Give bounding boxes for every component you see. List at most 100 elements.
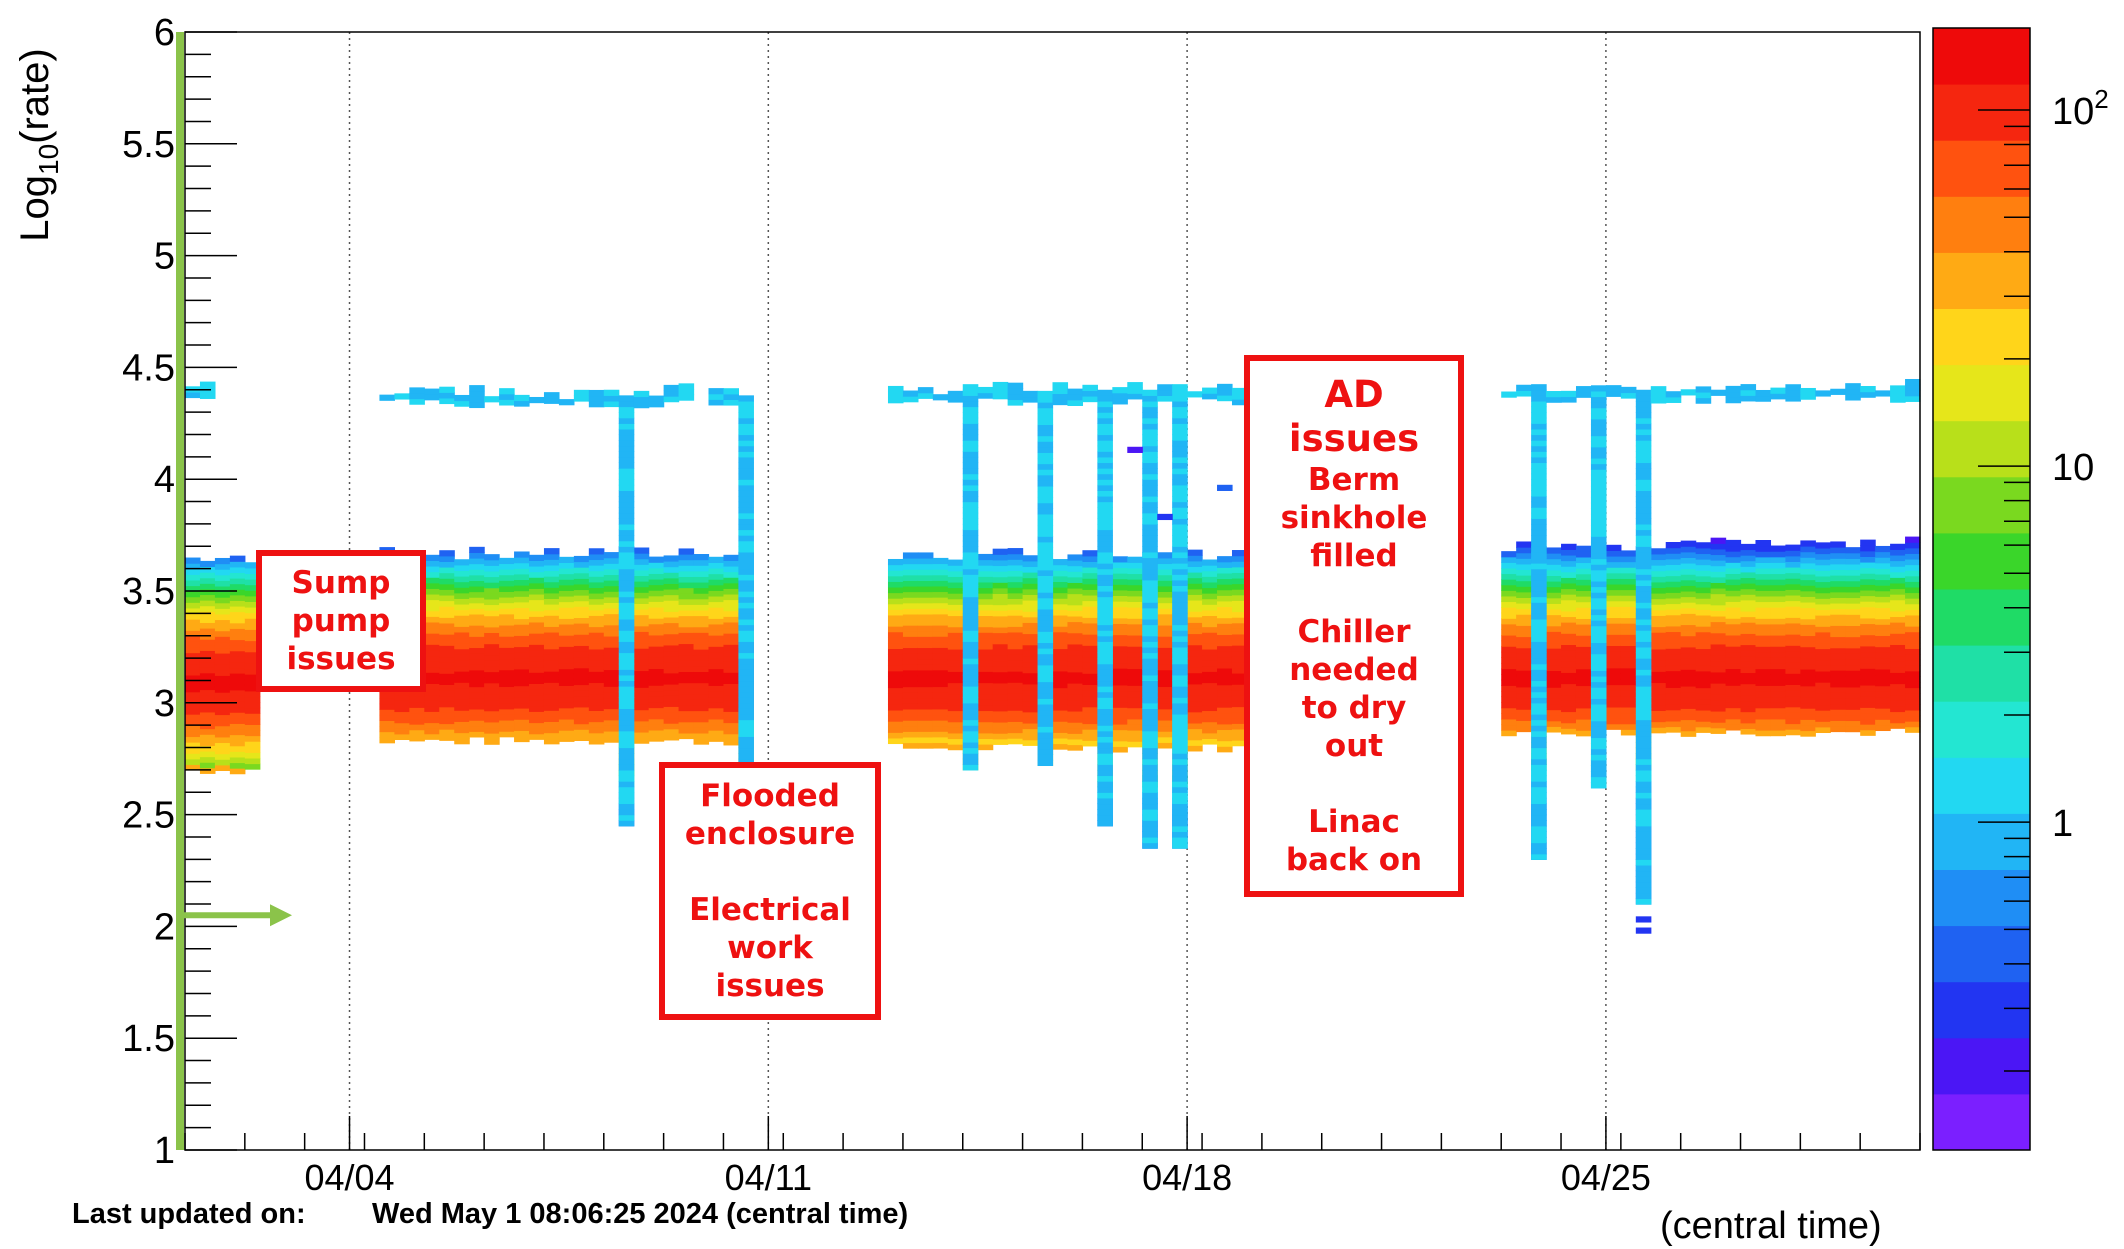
- heatmap-cell: [1845, 675, 1861, 682]
- heatmap-cell: [932, 647, 949, 654]
- heatmap-cell: [1531, 535, 1547, 542]
- heatmap-cell: [1037, 703, 1054, 711]
- heatmap-cell: [693, 682, 710, 689]
- heatmap-cell: [1800, 562, 1816, 569]
- heatmap-cell: [932, 708, 949, 716]
- heatmap-cell: [1052, 659, 1069, 666]
- heatmap-cell: [1052, 382, 1069, 389]
- heatmap-cell: [947, 609, 964, 617]
- heatmap-cell: [1217, 612, 1233, 619]
- heatmap-cell: [1531, 803, 1547, 810]
- heatmap-cell: [1082, 550, 1098, 557]
- heatmap-cell: [633, 676, 650, 683]
- heatmap-cell: [1052, 620, 1069, 627]
- heatmap-cell: [1097, 658, 1113, 665]
- heatmap-cell: [1905, 384, 1921, 391]
- heatmap-cell: [1037, 754, 1054, 761]
- heatmap-cell: [603, 658, 620, 665]
- heatmap-cell: [1112, 707, 1128, 714]
- heatmap-cell: [514, 629, 530, 636]
- heatmap-cell: [185, 736, 201, 743]
- heatmap-cell: [1905, 598, 1921, 605]
- heatmap-cell: [1112, 746, 1128, 753]
- heatmap-cell: [603, 691, 620, 699]
- heatmap-cell: [618, 434, 635, 441]
- heatmap-cell: [558, 696, 575, 703]
- heatmap-cell: [1770, 651, 1786, 658]
- heatmap-cell: [439, 667, 455, 674]
- heatmap-cell: [1097, 630, 1113, 637]
- heatmap-cell: [1142, 652, 1158, 659]
- heatmap-cell: [902, 658, 919, 665]
- heatmap-cell: [962, 753, 979, 760]
- heatmap-cell: [917, 742, 934, 749]
- heatmap-cell: [394, 705, 410, 713]
- heatmap-cell: [543, 726, 560, 734]
- heatmap-cell: [663, 622, 680, 629]
- heatmap-cell: [244, 668, 261, 675]
- heatmap-cell: [484, 593, 500, 600]
- heatmap-cell: [708, 607, 725, 614]
- heatmap-cell: [1830, 591, 1846, 598]
- heatmap-cell: [1845, 591, 1861, 599]
- heatmap-cell: [1546, 625, 1562, 632]
- heatmap-cell: [1710, 599, 1727, 606]
- heatmap-cell: [1860, 729, 1876, 736]
- heatmap-cell: [1501, 707, 1517, 714]
- heatmap-cell: [1531, 557, 1547, 564]
- heatmap-cell: [1680, 618, 1697, 626]
- heatmap-cell: [618, 456, 635, 464]
- heatmap-cell: [379, 720, 395, 727]
- heatmap-cell: [618, 736, 635, 743]
- heatmap-cell: [1037, 759, 1054, 767]
- heatmap-cell: [229, 622, 246, 629]
- heatmap-cell: [992, 721, 1009, 729]
- heatmap-cell: [977, 688, 994, 695]
- heatmap-cell: [1575, 651, 1592, 659]
- heatmap-cell: [1516, 569, 1532, 576]
- heatmap-cell: [1531, 848, 1547, 855]
- heatmap-cell: [1531, 630, 1547, 637]
- heatmap-cell: [514, 557, 530, 564]
- heatmap-cell: [1531, 697, 1547, 704]
- heatmap-cell: [424, 677, 440, 684]
- heatmap-cell: [1531, 730, 1547, 737]
- heatmap-cell: [1875, 557, 1891, 564]
- heatmap-cell: [1635, 864, 1652, 872]
- heatmap-cell: [1785, 600, 1801, 607]
- heatmap-cell: [185, 557, 201, 564]
- heatmap-cell: [723, 683, 740, 690]
- heatmap-cell: [499, 697, 515, 704]
- heatmap-cell: [199, 695, 216, 702]
- heatmap-cell: [1635, 417, 1652, 424]
- heatmap-cell: [1845, 569, 1861, 576]
- colorbar-segment: [1933, 476, 2030, 534]
- heatmap-cell: [1590, 720, 1607, 727]
- heatmap-cell: [1650, 727, 1667, 734]
- heatmap-cell: [514, 601, 530, 608]
- colorbar-segment: [1933, 645, 2030, 702]
- heatmap-cell: [962, 674, 979, 682]
- heatmap-cell: [499, 669, 515, 676]
- heatmap-cell: [1142, 406, 1158, 413]
- heatmap-cell: [214, 608, 231, 615]
- heatmap-cell: [1007, 548, 1024, 555]
- heatmap-cell: [454, 710, 470, 717]
- heatmap-cell: [1187, 549, 1203, 556]
- heatmap-cell: [229, 600, 246, 607]
- heatmap-cell: [1845, 383, 1861, 390]
- heatmap-cell: [199, 560, 216, 568]
- heatmap-cell: [1725, 601, 1742, 608]
- heatmap-cell: [1680, 590, 1697, 598]
- heatmap-cell: [229, 712, 246, 719]
- heatmap-cell: [947, 716, 964, 723]
- heatmap-cell: [1635, 814, 1652, 821]
- heatmap-cell: [1202, 570, 1218, 577]
- heatmap-cell: [708, 668, 725, 675]
- heatmap-cell: [588, 648, 605, 656]
- heatmap-cell: [424, 700, 440, 707]
- heatmap-cell: [1815, 609, 1831, 616]
- heatmap-cell: [229, 740, 246, 747]
- heatmap-cell: [1172, 523, 1188, 531]
- heatmap-cell: [1217, 639, 1233, 647]
